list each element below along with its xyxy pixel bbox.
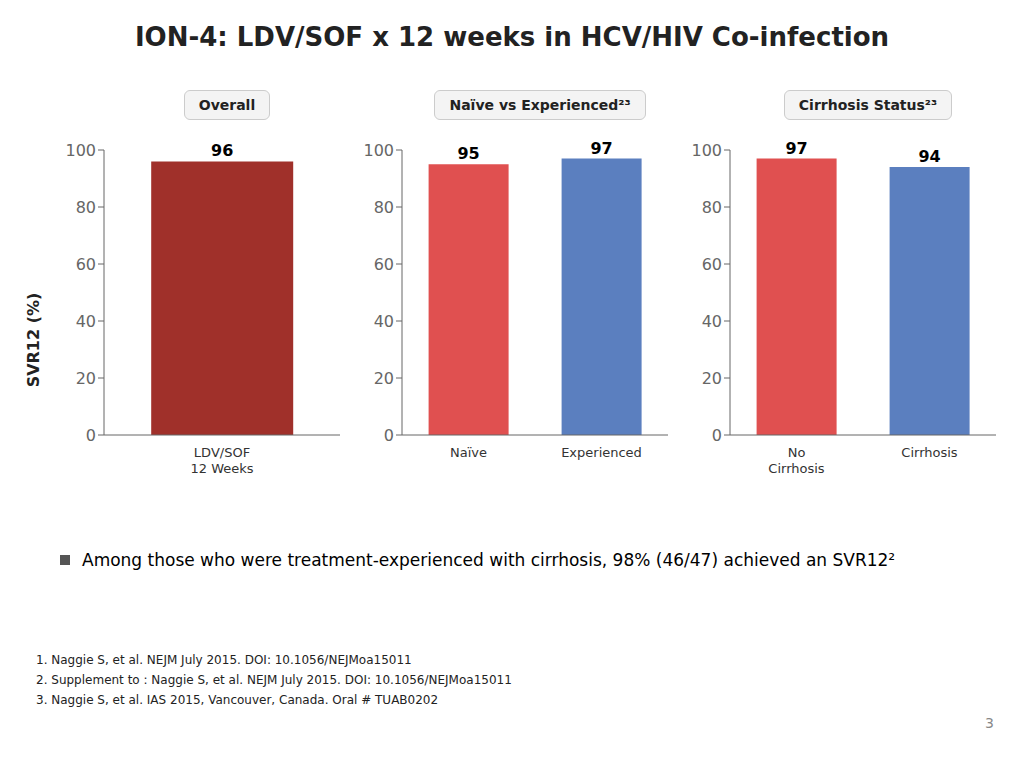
html-text:Naïve vs Experienced²³: Naïve vs Experienced²³ [449, 97, 631, 113]
html-text:2. Supplement to : Naggie S, e: 2. Supplement to : Naggie S, et al. NEJM… [36, 673, 512, 687]
svg-text:80: 80 [374, 198, 394, 217]
svg-text:0: 0 [86, 426, 96, 445]
svg-text:40: 40 [76, 312, 96, 331]
html-text:Overall: Overall [198, 97, 256, 113]
svg-text:80: 80 [76, 198, 96, 217]
svg-text:0: 0 [712, 426, 722, 445]
svg-text:95: 95 [457, 144, 479, 163]
svg-text:Cirrhosis: Cirrhosis [901, 445, 957, 460]
svg-text:20: 20 [702, 369, 722, 388]
html-text:SVR12 (%): SVR12 (%) [24, 292, 43, 388]
html-text:1. Naggie S, et al. NEJM July: 1. Naggie S, et al. NEJM July 2015. DOI:… [36, 653, 412, 667]
svg-text:20: 20 [374, 369, 394, 388]
svg-text:0: 0 [384, 426, 394, 445]
svg-text:100: 100 [691, 141, 722, 160]
svg-text:40: 40 [702, 312, 722, 331]
svg-text:20: 20 [76, 369, 96, 388]
svg-text:60: 60 [702, 255, 722, 274]
svg-text:NoCirrhosis: NoCirrhosis [768, 445, 824, 476]
svg-text:97: 97 [785, 139, 807, 158]
svg-text:100: 100 [65, 141, 96, 160]
svg-text:60: 60 [76, 255, 96, 274]
svg-text:60: 60 [374, 255, 394, 274]
html-text:ION-4: LDV/SOF x 12 weeks in H: ION-4: LDV/SOF x 12 weeks in HCV/HIV Co-… [134, 22, 890, 52]
svg-text:96: 96 [211, 141, 233, 160]
svg-text:94: 94 [918, 147, 940, 166]
svg-text:97: 97 [590, 139, 612, 158]
html-text:3: 3 [985, 715, 994, 731]
svg-text:Naïve: Naïve [450, 445, 487, 460]
html-text:3. Naggie S, et al. IAS 2015,: 3. Naggie S, et al. IAS 2015, Vancouver,… [36, 693, 439, 707]
svg-text:100: 100 [363, 141, 394, 160]
html-text:Among those who were treatment: Among those who were treatment-experienc… [82, 550, 896, 570]
svg-text:80: 80 [702, 198, 722, 217]
svg-text:Experienced: Experienced [561, 445, 642, 460]
svg-text:LDV/SOF12 Weeks: LDV/SOF12 Weeks [190, 445, 253, 476]
svg-text:40: 40 [374, 312, 394, 331]
html-text:Cirrhosis Status²³: Cirrhosis Status²³ [798, 97, 938, 113]
